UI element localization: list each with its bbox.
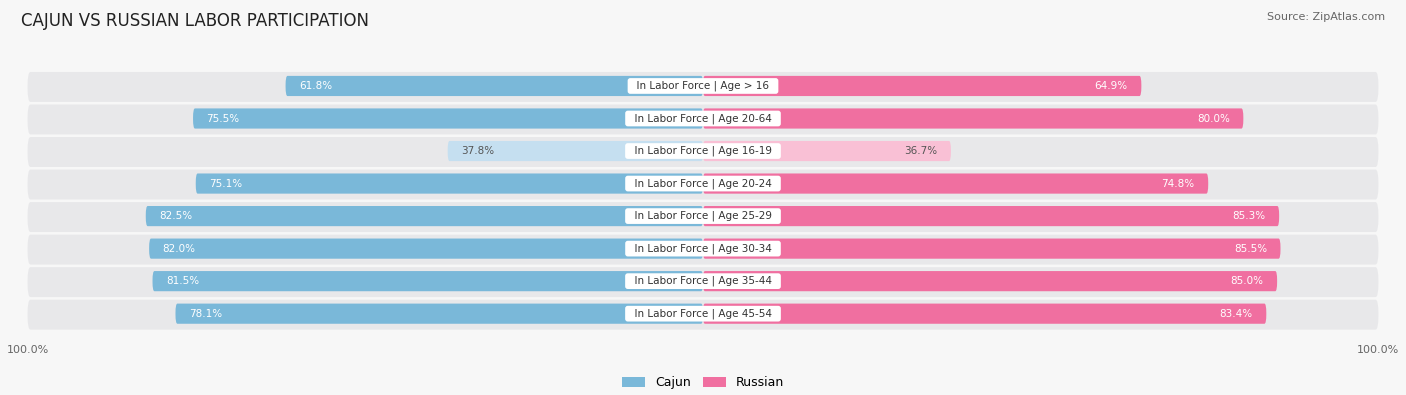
Text: In Labor Force | Age > 16: In Labor Force | Age > 16 [630,81,776,91]
FancyBboxPatch shape [152,271,703,291]
Text: 85.0%: 85.0% [1230,276,1264,286]
FancyBboxPatch shape [28,169,1378,199]
Text: 78.1%: 78.1% [188,308,222,319]
Text: In Labor Force | Age 20-64: In Labor Force | Age 20-64 [628,113,778,124]
FancyBboxPatch shape [28,137,1378,167]
Text: In Labor Force | Age 45-54: In Labor Force | Age 45-54 [627,308,779,319]
FancyBboxPatch shape [703,239,1281,259]
FancyBboxPatch shape [28,300,1378,329]
Text: In Labor Force | Age 25-29: In Labor Force | Age 25-29 [627,211,779,221]
Text: 36.7%: 36.7% [904,146,938,156]
Text: In Labor Force | Age 30-34: In Labor Force | Age 30-34 [628,243,778,254]
Text: 82.5%: 82.5% [159,211,193,221]
Text: In Labor Force | Age 35-44: In Labor Force | Age 35-44 [627,276,779,286]
Text: 83.4%: 83.4% [1219,308,1253,319]
Legend: Cajun, Russian: Cajun, Russian [617,371,789,394]
FancyBboxPatch shape [703,206,1279,226]
FancyBboxPatch shape [285,76,703,96]
FancyBboxPatch shape [447,141,703,161]
Text: Source: ZipAtlas.com: Source: ZipAtlas.com [1267,12,1385,22]
Text: 75.1%: 75.1% [209,179,242,188]
Text: 74.8%: 74.8% [1161,179,1195,188]
Text: 64.9%: 64.9% [1095,81,1128,91]
FancyBboxPatch shape [28,105,1378,134]
FancyBboxPatch shape [703,271,1277,291]
Text: 85.3%: 85.3% [1233,211,1265,221]
FancyBboxPatch shape [193,108,703,129]
Text: 37.8%: 37.8% [461,146,495,156]
FancyBboxPatch shape [28,72,1378,102]
FancyBboxPatch shape [195,173,703,194]
Text: 81.5%: 81.5% [166,276,200,286]
Text: 75.5%: 75.5% [207,113,239,124]
FancyBboxPatch shape [703,173,1208,194]
FancyBboxPatch shape [703,76,1142,96]
FancyBboxPatch shape [28,202,1378,232]
Text: 80.0%: 80.0% [1197,113,1230,124]
FancyBboxPatch shape [28,267,1378,297]
FancyBboxPatch shape [28,235,1378,265]
FancyBboxPatch shape [149,239,703,259]
FancyBboxPatch shape [703,108,1243,129]
Text: In Labor Force | Age 20-24: In Labor Force | Age 20-24 [628,178,778,189]
FancyBboxPatch shape [176,304,703,324]
Text: CAJUN VS RUSSIAN LABOR PARTICIPATION: CAJUN VS RUSSIAN LABOR PARTICIPATION [21,12,370,30]
Text: 61.8%: 61.8% [299,81,332,91]
FancyBboxPatch shape [146,206,703,226]
Text: 85.5%: 85.5% [1234,244,1267,254]
Text: In Labor Force | Age 16-19: In Labor Force | Age 16-19 [627,146,779,156]
FancyBboxPatch shape [703,141,950,161]
Text: 82.0%: 82.0% [163,244,195,254]
FancyBboxPatch shape [703,304,1267,324]
